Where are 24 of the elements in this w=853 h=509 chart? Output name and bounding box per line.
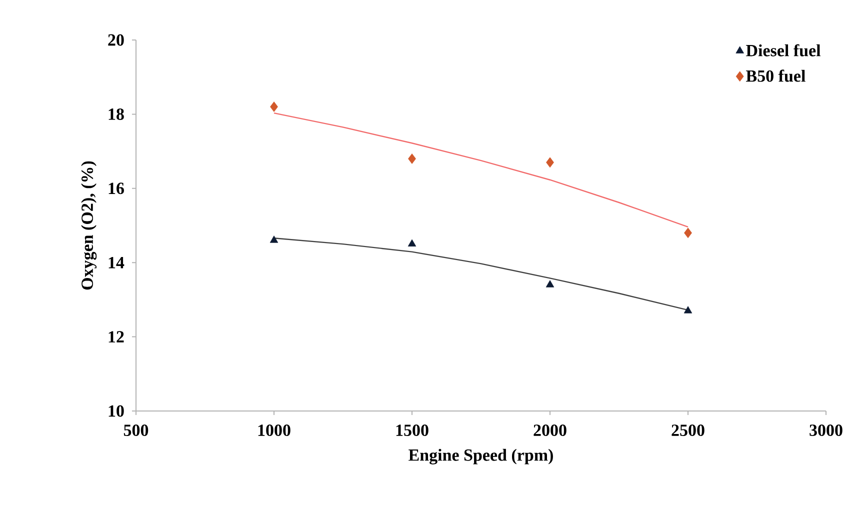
point	[546, 280, 554, 288]
legend-label: Diesel fuel	[746, 44, 821, 56]
x-tick-label: 1500	[396, 424, 428, 436]
x-tick-label: 3000	[810, 424, 842, 436]
point	[408, 154, 416, 164]
point	[684, 228, 692, 238]
y-tick-label: 18	[108, 108, 124, 120]
point	[408, 239, 416, 246]
x-tick-label: 1000	[258, 424, 290, 436]
y-tick-label: 10	[108, 405, 124, 417]
point	[270, 102, 278, 112]
x-tick-label: 2000	[534, 424, 566, 436]
x-axis-title: Engine Speed (rpm)	[408, 448, 553, 464]
point	[270, 236, 278, 243]
legend-label: B50 fuel	[746, 70, 806, 82]
point	[684, 306, 692, 314]
point	[546, 157, 554, 168]
y-axis-title: Oxygen (O2), (%)	[81, 161, 97, 290]
y-tick-label: 14	[108, 256, 124, 268]
x-tick-label: 2500	[672, 424, 704, 436]
y-tick-label: 20	[108, 34, 124, 46]
y-tick-label: 16	[108, 182, 124, 194]
x-tick-label: 500	[124, 424, 148, 436]
y-tick-label: 12	[108, 331, 124, 342]
